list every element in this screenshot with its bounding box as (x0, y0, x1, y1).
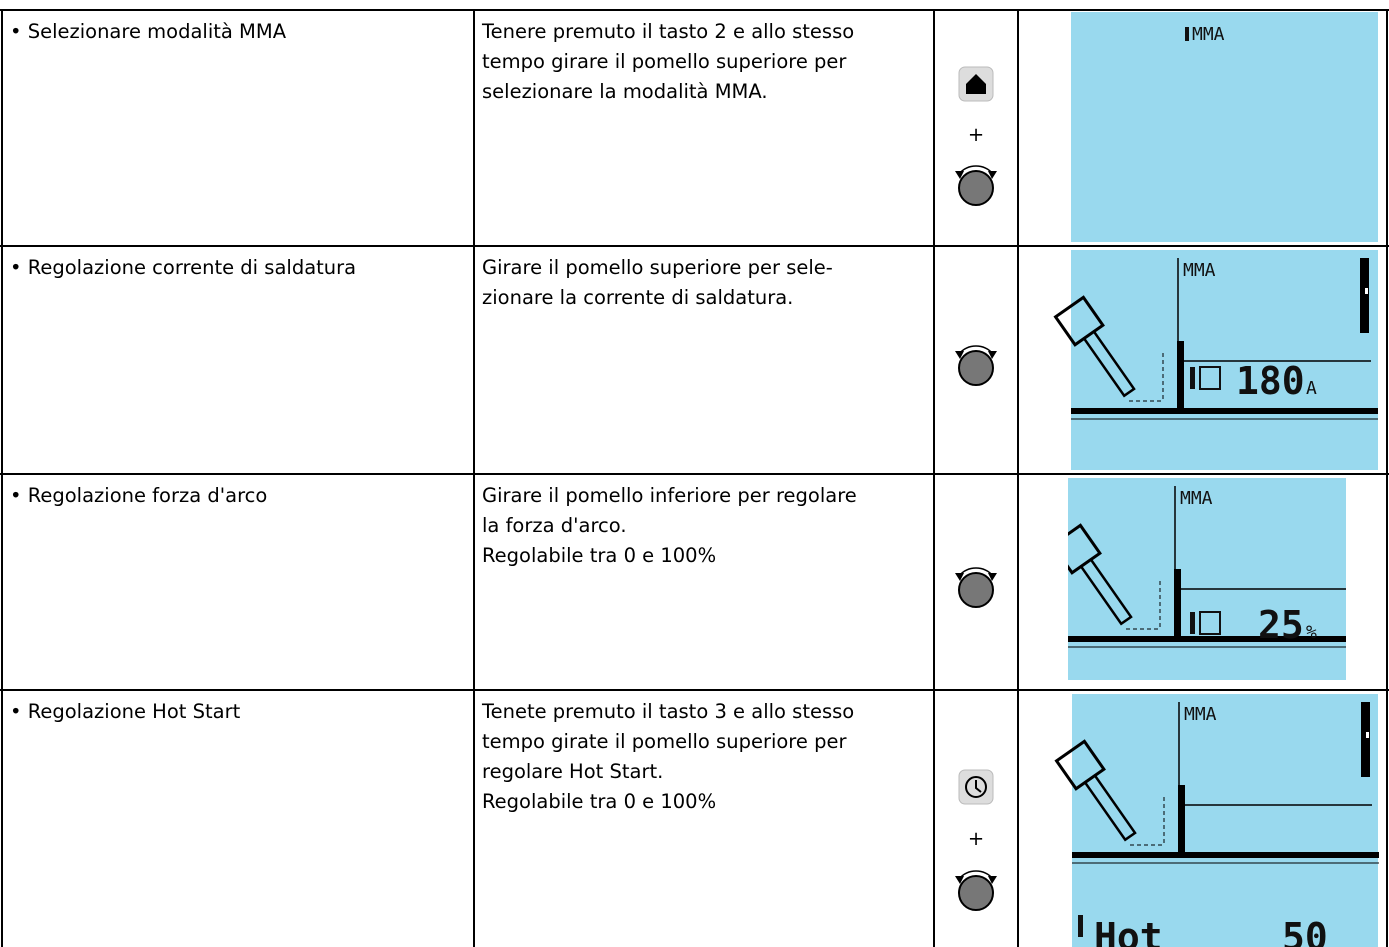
knob-icon (954, 566, 998, 608)
instruction-line: Tenete premuto il tasto 3 e allo stesso (481, 700, 854, 723)
lcd-icon (1199, 611, 1221, 635)
button-icon (958, 769, 994, 805)
instruction-line: Girare il pomello inferiore per regolare (482, 484, 857, 507)
instruction-line: zionare la corrente di saldatura. (482, 286, 793, 309)
lcd-unit: % (1306, 622, 1317, 643)
lcd (1071, 12, 1378, 242)
lcd-unit: A (1306, 378, 1317, 399)
lcd-value: 180 (1236, 359, 1305, 403)
knob-icon (954, 164, 998, 206)
instruction-line: la forza d'arco. (482, 514, 627, 537)
lcd (1068, 478, 1346, 680)
step: • Regolazione forza d'arco (10, 484, 267, 507)
instruction-line: regolare Hot Start. (482, 760, 663, 783)
knob-icon (954, 869, 998, 911)
instruction-line: tempo girare il pomello superiore per (482, 50, 847, 73)
step: • Regolazione corrente di saldatura (10, 256, 356, 279)
lcd-label: Hot (1094, 915, 1163, 947)
lcd-cursor (1190, 612, 1195, 634)
plus: + (968, 827, 984, 850)
grid (0, 9, 1389, 947)
lcd (1071, 250, 1378, 470)
step: • Selezionare modalità MMA (10, 20, 287, 43)
step: • Regolazione Hot Start (10, 700, 241, 723)
instruction-line: selezionare la modalità MMA. (482, 80, 768, 103)
instruction-line: tempo girate il pomello superiore per (482, 730, 847, 753)
button-icon (958, 66, 994, 102)
lcd-mode: MMA (1180, 488, 1213, 509)
lcd-value: 50 (1282, 915, 1328, 947)
plus: + (968, 123, 984, 146)
instruction-line: Tenere premuto il tasto 2 e allo stesso (481, 20, 854, 43)
lcd-cursor (1190, 367, 1195, 389)
instruction-line: Girare il pomello superiore per sele- (482, 256, 833, 279)
lcd-cursor (1185, 27, 1189, 41)
lcd-value: 25 (1258, 603, 1304, 647)
lcd-mode: MMA (1192, 24, 1225, 45)
knob-icon (954, 344, 998, 386)
lcd-mode: MMA (1183, 260, 1216, 281)
instruction-line: Regolabile tra 0 e 100% (482, 790, 716, 813)
lcd-mode: MMA (1184, 704, 1217, 725)
lcd-cursor (1078, 915, 1083, 937)
lcd-icon (1199, 366, 1221, 390)
lcd (1072, 694, 1378, 947)
instruction-line: Regolabile tra 0 e 100% (482, 544, 716, 567)
